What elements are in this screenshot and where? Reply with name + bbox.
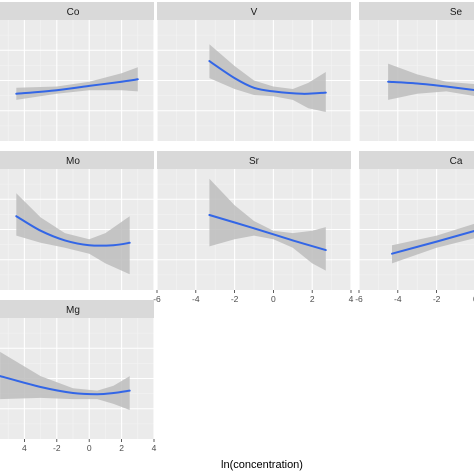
fit-line-mo: [15, 215, 131, 247]
strip-mg: [0, 300, 154, 318]
confidence-ribbon-se: [388, 63, 474, 100]
x-tick-label: 4: [152, 443, 157, 453]
strip-label-ca: Ca: [450, 156, 463, 167]
fit-line-v: [208, 60, 327, 95]
strip-label-mg: Mg: [66, 305, 80, 316]
fit-line-mg: [0, 375, 131, 396]
strip-label-v: V: [251, 7, 258, 18]
panel-co: Co: [0, 2, 155, 141]
strip-ca: [359, 151, 474, 169]
fit-line-se: [387, 80, 474, 92]
x-tick-label: -6: [355, 294, 363, 304]
confidence-ribbon-ca: [392, 223, 474, 264]
x-tick-label: -2: [53, 443, 61, 453]
panel-se: Se: [358, 2, 474, 141]
x-tick-label: 0: [87, 443, 92, 453]
strip-label-sr: Sr: [249, 156, 260, 167]
strip-co: [0, 2, 154, 20]
x-tick-label: -2: [231, 294, 239, 304]
strip-mo: [0, 151, 154, 169]
strip-v: [157, 2, 351, 20]
fit-line-co: [15, 78, 139, 95]
strip-label-co: Co: [67, 7, 80, 18]
confidence-ribbon-mg: [0, 351, 130, 410]
x-tick-label: -2: [433, 294, 441, 304]
x-tick-label: 2: [119, 443, 124, 453]
strip-label-mo: Mo: [66, 156, 80, 167]
x-tick-label: 2: [310, 294, 315, 304]
x-axis-title: ln(concentration): [221, 459, 303, 471]
panel-sr: Sr -6 -4 -2 0 2 4: [153, 151, 354, 304]
panel-v: V: [156, 2, 352, 141]
x-tick-label: 4: [349, 294, 354, 304]
confidence-ribbon-sr: [209, 178, 326, 271]
fit-line-sr: [208, 214, 327, 252]
strip-label-se: Se: [450, 7, 463, 18]
panel-mg: Mg 4 -2 0 2 4: [0, 300, 157, 453]
x-tick-label: 0: [271, 294, 276, 304]
strip-sr: [157, 151, 351, 169]
x-tick-label: -6: [153, 294, 161, 304]
x-tick-label: -4: [394, 294, 402, 304]
x-tick-label: 4: [22, 443, 27, 453]
panel-mo: Mo: [0, 151, 155, 290]
confidence-ribbon-mo: [16, 193, 130, 275]
fit-line-ca: [391, 230, 474, 255]
x-tick-label: -4: [192, 294, 200, 304]
confidence-ribbon-v: [209, 44, 326, 113]
strip-se: [359, 2, 474, 20]
